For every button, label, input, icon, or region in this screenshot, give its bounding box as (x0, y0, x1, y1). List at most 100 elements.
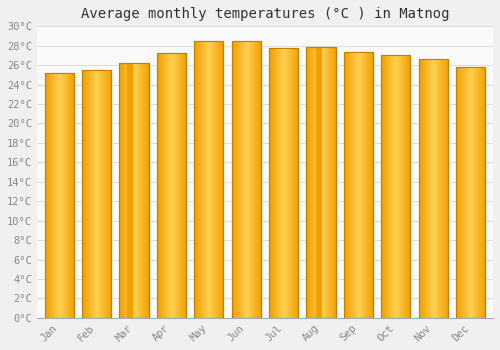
Bar (320, 47, 322, 318)
Bar (184, 52, 185, 318)
Bar (182, 52, 183, 318)
Bar (251, 41, 252, 318)
Bar (120, 63, 122, 318)
Bar (372, 51, 373, 318)
Bar (418, 59, 448, 318)
Bar (124, 63, 126, 318)
Bar (257, 41, 258, 318)
Bar (294, 48, 295, 318)
Bar (271, 48, 272, 318)
Bar (284, 48, 285, 318)
Bar (312, 47, 314, 318)
Bar (256, 41, 257, 318)
Bar (381, 55, 382, 318)
Bar (82, 70, 111, 318)
Bar (330, 47, 332, 318)
Bar (122, 63, 124, 318)
Bar (65, 73, 66, 318)
Bar (459, 67, 460, 318)
Bar (444, 59, 445, 318)
Bar (161, 52, 162, 318)
Bar (178, 52, 179, 318)
Bar (218, 41, 220, 318)
Bar (283, 48, 284, 318)
Bar (171, 52, 172, 318)
Bar (316, 47, 318, 318)
Bar (344, 51, 373, 318)
Bar (158, 52, 159, 318)
Bar (202, 41, 203, 318)
Bar (347, 51, 348, 318)
Bar (63, 73, 64, 318)
Bar (54, 73, 56, 318)
Bar (246, 41, 248, 318)
Bar (157, 52, 186, 318)
Bar (181, 52, 182, 318)
Bar (97, 70, 98, 318)
Bar (465, 67, 466, 318)
Bar (456, 67, 485, 318)
Bar (381, 55, 410, 318)
Bar (72, 73, 73, 318)
Bar (410, 55, 412, 318)
Bar (369, 51, 370, 318)
Bar (85, 70, 86, 318)
Bar (400, 55, 402, 318)
Bar (388, 55, 390, 318)
Bar (467, 67, 468, 318)
Bar (458, 67, 459, 318)
Bar (92, 70, 93, 318)
Bar (146, 63, 148, 318)
Bar (432, 59, 434, 318)
Bar (426, 59, 428, 318)
Bar (292, 48, 293, 318)
Bar (318, 47, 320, 318)
Bar (443, 59, 444, 318)
Bar (373, 51, 374, 318)
Bar (446, 59, 447, 318)
Bar (87, 70, 88, 318)
Bar (314, 47, 316, 318)
Bar (56, 73, 58, 318)
Bar (108, 70, 109, 318)
Bar (160, 52, 161, 318)
Bar (428, 59, 430, 318)
Bar (95, 70, 96, 318)
Bar (457, 67, 458, 318)
Bar (105, 70, 106, 318)
Bar (359, 51, 360, 318)
Bar (172, 52, 173, 318)
Bar (136, 63, 138, 318)
Bar (67, 73, 68, 318)
Bar (298, 48, 299, 318)
Bar (346, 51, 347, 318)
Bar (402, 55, 404, 318)
Bar (194, 41, 195, 318)
Bar (183, 52, 184, 318)
Bar (366, 51, 367, 318)
Bar (73, 73, 74, 318)
Bar (89, 70, 90, 318)
Bar (396, 55, 398, 318)
Bar (142, 63, 144, 318)
Bar (126, 63, 128, 318)
Bar (445, 59, 446, 318)
Bar (169, 52, 170, 318)
Bar (232, 41, 234, 318)
Bar (422, 59, 424, 318)
Bar (470, 67, 471, 318)
Bar (418, 59, 448, 318)
Bar (408, 55, 410, 318)
Bar (464, 67, 465, 318)
Bar (287, 48, 288, 318)
Bar (363, 51, 364, 318)
Bar (296, 48, 297, 318)
Bar (179, 52, 180, 318)
Bar (204, 41, 206, 318)
Bar (279, 48, 280, 318)
Title: Average monthly temperatures (°C ) in Matnog: Average monthly temperatures (°C ) in Ma… (80, 7, 449, 21)
Bar (69, 73, 70, 318)
Bar (461, 67, 462, 318)
Bar (269, 48, 298, 318)
Bar (394, 55, 396, 318)
